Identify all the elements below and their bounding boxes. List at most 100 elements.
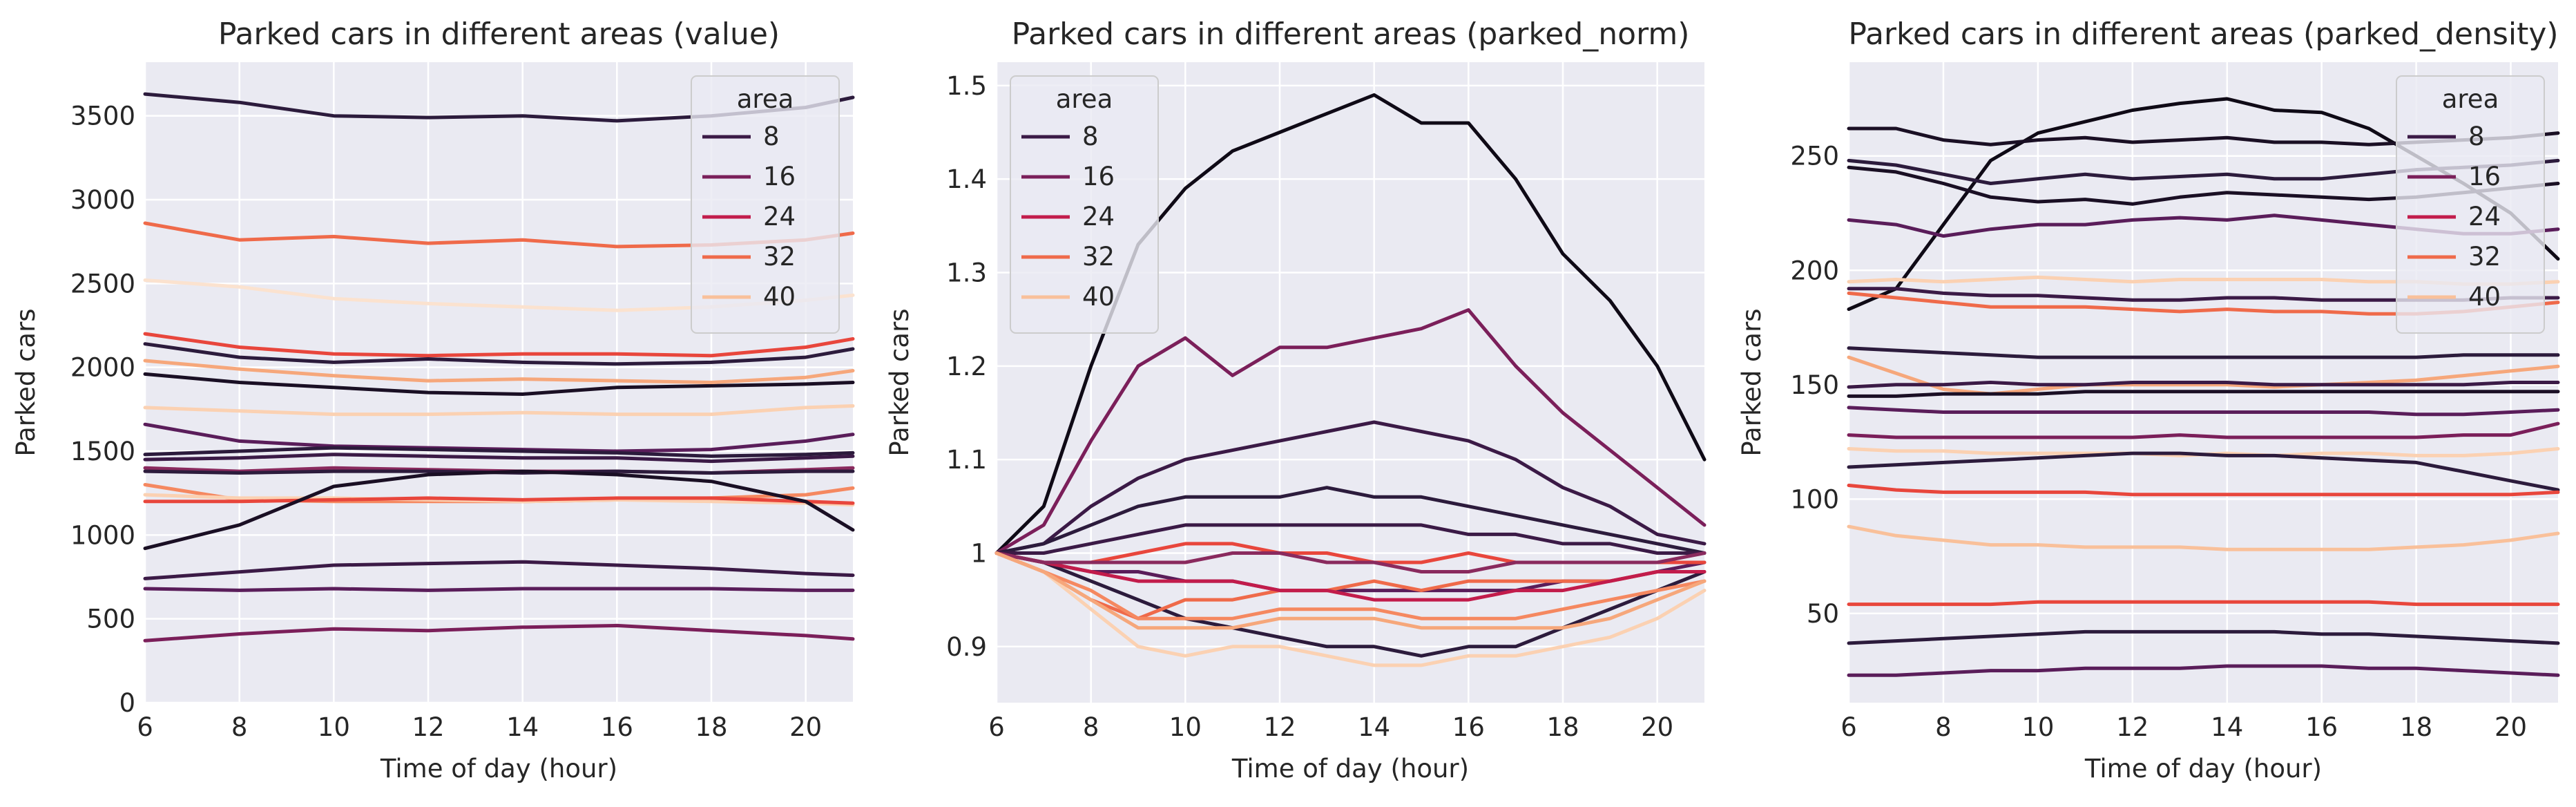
- series-line-10: [143, 453, 855, 464]
- legend-label: 32: [1082, 242, 1115, 272]
- series-line-6: [143, 359, 855, 384]
- legend-entries: 8 16 24 32 40: [702, 122, 796, 312]
- y-tick-label: 200: [1790, 256, 1839, 285]
- x-tick-label: 20: [789, 712, 822, 742]
- chart-title: Parked cars in different areas (parked_d…: [1848, 17, 2558, 52]
- series-line-4: [143, 342, 855, 366]
- subplot-parked-density: 6 8 10 12 14 16 18 20 50 100 150 200 250 Parked cars…: [1737, 17, 2560, 784]
- y-tick-label: 1.3: [946, 258, 987, 287]
- y-tick-label: 1500: [70, 437, 135, 466]
- subplot-value: 6 8 10 12 14 16 18 20 0 500 1000 1500 2000 2500 3000 35…: [11, 17, 855, 784]
- series-line-9: [143, 446, 855, 458]
- x-tick-label: 12: [412, 712, 444, 742]
- chart-title: Parked cars in different areas (parked_n…: [1012, 17, 1690, 52]
- series-line-18: [1847, 600, 2560, 607]
- legend-label: 32: [2468, 242, 2501, 272]
- legend-title: area: [1056, 84, 1113, 114]
- series-line-10: [1847, 381, 2560, 389]
- series-line-11: [994, 551, 1707, 602]
- x-tick-label: 14: [1358, 712, 1390, 742]
- tick-labels: 6 8 10 12 14 16 18 20 50 100 150 200 250: [1790, 142, 2527, 742]
- legend-label: 8: [2468, 122, 2485, 151]
- series-line-12: [1847, 406, 2560, 417]
- y-tick-label: 250: [1790, 142, 1839, 171]
- y-tick-label: 3000: [70, 185, 135, 215]
- tick-labels: 6 8 10 12 14 16 18 20 0.9 1 1.1 1.2 1.3 1.4 1.5: [946, 71, 1673, 742]
- y-tick-label: 2500: [70, 269, 135, 298]
- series-line-12: [994, 551, 1707, 573]
- legend-label: 8: [763, 122, 780, 151]
- series-line-8: [994, 551, 1707, 620]
- series-line-3: [143, 332, 855, 358]
- x-tick-label: 16: [1452, 712, 1485, 742]
- legend: area 8 16 24 32 40: [2396, 75, 2545, 334]
- x-tick-label: 10: [318, 712, 350, 742]
- y-tick-label: 1.2: [946, 352, 987, 381]
- x-tick-label: 6: [1840, 712, 1857, 742]
- x-tick-label: 8: [231, 712, 248, 742]
- y-tick-label: 1.4: [946, 164, 987, 194]
- legend: area 8 16 24 32 40: [1010, 75, 1159, 334]
- series-line-16: [143, 469, 855, 551]
- x-tick-label: 16: [2305, 712, 2338, 742]
- series-line-15: [143, 496, 855, 505]
- y-tick-label: 50: [1807, 599, 1839, 629]
- series-line-1: [994, 308, 1707, 555]
- series-line-8: [1847, 346, 2560, 359]
- legend-box: [691, 75, 840, 334]
- y-tick-label: 100: [1790, 484, 1839, 514]
- y-tick-label: 1.5: [946, 71, 987, 101]
- subplot-parked-norm: 6 8 10 12 14 16 18 20 0.9 1 1.1 1.2 1.3 1.4 1.5 Parked…: [885, 17, 1707, 784]
- x-axis-label: Time of day (hour): [1231, 754, 1469, 784]
- legend-title: area: [2442, 84, 2499, 114]
- x-tick-label: 8: [1083, 712, 1099, 742]
- series-line-13: [994, 551, 1707, 630]
- x-tick-label: 18: [2400, 712, 2432, 742]
- series-line-19: [143, 623, 855, 643]
- series-line-19: [1847, 629, 2560, 645]
- x-tick-label: 6: [137, 712, 153, 742]
- series-line-11: [1847, 390, 2560, 398]
- gridlines: [995, 62, 1704, 703]
- series-line-4: [994, 523, 1707, 555]
- series-line-20: [1847, 664, 2560, 677]
- y-tick-label: 3500: [70, 102, 135, 131]
- series-line-16: [1847, 484, 2560, 497]
- y-tick-label: 0.9: [946, 632, 987, 662]
- legend: area 8 16 24 32 40: [691, 75, 840, 334]
- series-line-18: [143, 587, 855, 592]
- legend-label: 40: [1082, 282, 1115, 312]
- y-tick-label: 0: [119, 688, 135, 718]
- x-tick-label: 20: [1641, 712, 1673, 742]
- series-line-15: [1847, 451, 2560, 492]
- legend-label: 16: [2468, 162, 2501, 191]
- x-tick-label: 12: [2116, 712, 2149, 742]
- legend-title: area: [737, 84, 794, 114]
- series-line-6: [994, 551, 1707, 658]
- series-line-7: [143, 404, 855, 417]
- legend-label: 24: [2468, 202, 2501, 231]
- series-line-5: [143, 372, 855, 396]
- legend-box: [2396, 75, 2545, 334]
- y-tick-label: 2000: [70, 353, 135, 383]
- tick-labels: 6 8 10 12 14 16 18 20 0 500 1000 1500 2000 2500 3000 35…: [70, 102, 822, 742]
- x-tick-label: 12: [1263, 712, 1296, 742]
- x-tick-label: 10: [1169, 712, 1202, 742]
- series-line-17: [143, 560, 855, 580]
- legend-entries: 8 16 24 32 40: [2407, 122, 2501, 312]
- y-tick-label: 1000: [70, 520, 135, 550]
- chart-title: Parked cars in different areas (value): [218, 17, 780, 52]
- y-axis-label: Parked cars: [1737, 308, 1767, 456]
- y-tick-label: 1.1: [946, 445, 987, 475]
- legend-label: 24: [763, 202, 796, 231]
- x-tick-label: 18: [695, 712, 727, 742]
- y-axis-label: Parked cars: [11, 308, 41, 456]
- x-tick-label: 10: [2021, 712, 2054, 742]
- legend-label: 40: [763, 282, 796, 312]
- y-tick-label: 1: [970, 538, 987, 568]
- series-line-9: [1847, 355, 2560, 396]
- y-axis-label: Parked cars: [885, 308, 914, 456]
- y-tick-label: 150: [1790, 370, 1839, 400]
- series-line-3: [994, 486, 1707, 555]
